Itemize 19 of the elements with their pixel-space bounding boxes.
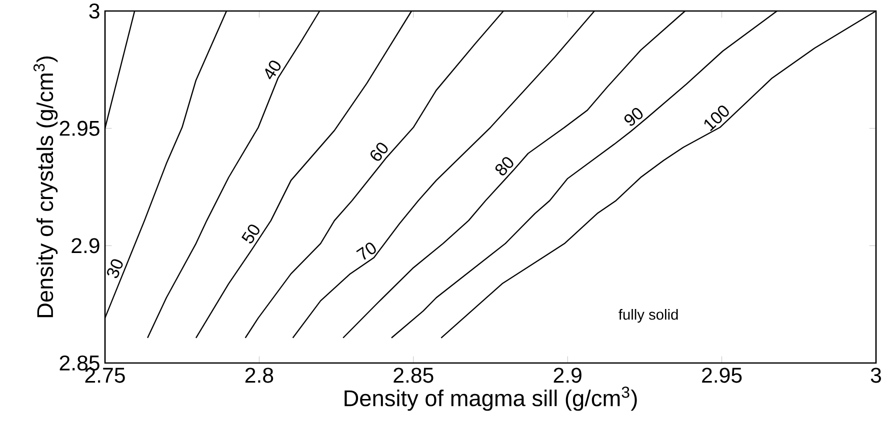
x-tick-label: 3 [870, 368, 881, 383]
text: 70 [356, 242, 376, 260]
y-tick-label: 2.95 [60, 120, 100, 136]
text: 80 [495, 157, 514, 176]
text: 100 [704, 106, 729, 132]
text: 90 [624, 108, 643, 126]
text: 50 [242, 224, 260, 244]
y-tick-label: 2.9 [72, 238, 100, 254]
text: 30 [107, 259, 123, 278]
x-tick-label: 2.95 [702, 368, 742, 383]
x-axis-title: Density of magma sill (g/cm$^{3}$) [344, 386, 637, 411]
annotation: fully solid [618, 309, 678, 323]
y-axis-title: Density of crystals (g/cm$^{3}$) [33, 56, 58, 318]
x-tick-label: 2.8 [245, 368, 274, 383]
x-tick-label: 2.9 [554, 368, 582, 383]
text: 40 [265, 60, 281, 80]
y-tick-label: 3 [89, 3, 100, 19]
text: 60 [370, 142, 388, 161]
x-tick-label: 2.85 [394, 368, 434, 383]
